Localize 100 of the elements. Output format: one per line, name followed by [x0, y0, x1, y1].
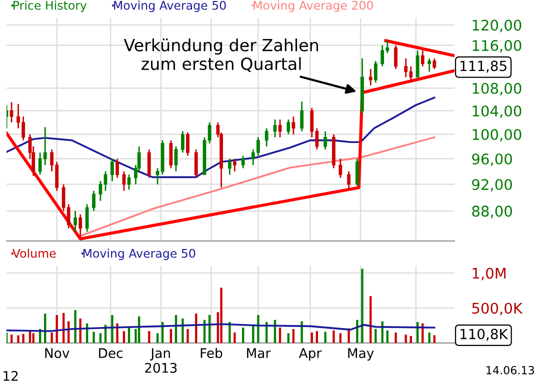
candlestick: [428, 58, 432, 72]
bar: [287, 333, 290, 343]
candlestick: [286, 118, 290, 135]
bar: [433, 335, 436, 343]
annotation: Verkündung der Zahlen zum ersten Quartal: [124, 38, 318, 72]
bar: [99, 333, 102, 343]
x-tick-label: Mar: [247, 348, 271, 358]
bar: [50, 332, 53, 343]
bar: [316, 331, 318, 343]
bar: [234, 332, 236, 343]
y-tick-label: 1,0M: [472, 268, 506, 280]
candlestick: [194, 148, 198, 179]
y-tick-label: 120,00: [472, 20, 522, 32]
bar: [92, 332, 95, 343]
candlestick: [233, 158, 236, 172]
candlestick: [181, 130, 184, 154]
candlestick: [432, 58, 436, 70]
y-tick-label: 116,00: [472, 40, 522, 53]
line-series: [79, 136, 436, 237]
annotation: 111,85: [460, 60, 506, 73]
bar: [404, 334, 407, 343]
legend-label: Moving Average 50: [83, 248, 196, 260]
bar: [220, 288, 222, 343]
x-tick-label: Feb: [200, 348, 222, 358]
bar: [386, 330, 388, 343]
text: 14.06.13: [486, 366, 534, 374]
candlestick: [347, 170, 350, 190]
candlestick: [110, 158, 114, 182]
line-series: [6, 323, 436, 332]
y-tick-label: 100,00: [472, 129, 522, 142]
y-tick-label: 88,00: [472, 206, 512, 218]
bar: [428, 332, 430, 343]
bar: [242, 328, 244, 343]
candlestick: [368, 68, 372, 86]
bar: [156, 333, 159, 343]
bar: [339, 333, 342, 343]
bar: [257, 315, 260, 343]
candlestick: [420, 50, 424, 68]
bar: [111, 315, 114, 343]
candlestick: [116, 158, 119, 179]
bar: [22, 334, 24, 343]
candlestick: [228, 158, 232, 176]
x-tick-label: Jan 2013: [145, 348, 177, 373]
bar: [170, 329, 172, 343]
candlestick: [92, 190, 96, 212]
candlestick: [174, 146, 178, 172]
bar: [252, 326, 254, 343]
bar: [278, 328, 282, 343]
bar: [10, 334, 13, 343]
bar: [324, 332, 326, 343]
bar: [310, 332, 313, 343]
candlestick: [374, 60, 378, 84]
bar: [410, 336, 412, 343]
bar: [394, 332, 397, 343]
candlestick: [10, 101, 14, 124]
candlestick: [264, 128, 268, 148]
x-tick-label: May: [348, 348, 374, 361]
candlestick: [292, 116, 296, 135]
bar: [148, 331, 150, 343]
candlestick: [241, 154, 245, 169]
bar: [182, 318, 184, 343]
candlestick: [78, 214, 82, 238]
bar: [17, 335, 20, 343]
candlestick: [156, 168, 160, 185]
bar: [300, 321, 303, 343]
text: 12: [4, 370, 18, 381]
y-tick-label: 96,00: [472, 153, 512, 166]
bar: [74, 310, 76, 343]
candlestick: [394, 44, 398, 70]
candlestick: [356, 158, 359, 186]
candlestick: [85, 203, 89, 232]
bar: [292, 329, 295, 343]
candlestick: [74, 210, 77, 232]
bar: [356, 320, 358, 343]
annotation: 110,8K: [460, 328, 508, 341]
bar: [361, 268, 364, 343]
legend-label: Moving Average 200: [254, 0, 373, 12]
candlestick: [169, 140, 173, 169]
candlestick: [338, 158, 342, 179]
bar: [228, 322, 231, 343]
bar: [374, 329, 377, 343]
y-tick-label: 92,00: [472, 179, 512, 192]
bar: [332, 330, 335, 343]
candlestick: [147, 148, 151, 179]
candlestick: [324, 130, 328, 150]
candlestick: [416, 50, 420, 78]
candlestick: [300, 100, 304, 132]
y-tick-label: 104,00: [472, 105, 522, 118]
bar: [32, 333, 34, 343]
x-tick-label: Apr: [298, 348, 322, 361]
legend-label: Moving Average 50: [114, 0, 226, 12]
legend-label: Volume: [12, 248, 56, 258]
x-tick-label: Dec: [99, 348, 122, 358]
y-tick-label: 108,00: [472, 82, 522, 96]
x-tick-label: Nov: [45, 348, 70, 358]
candlestick: [186, 132, 190, 156]
bar: [186, 329, 189, 343]
line-series: [6, 96, 436, 178]
legend-label: Price History: [14, 0, 87, 12]
bar: [116, 323, 118, 343]
